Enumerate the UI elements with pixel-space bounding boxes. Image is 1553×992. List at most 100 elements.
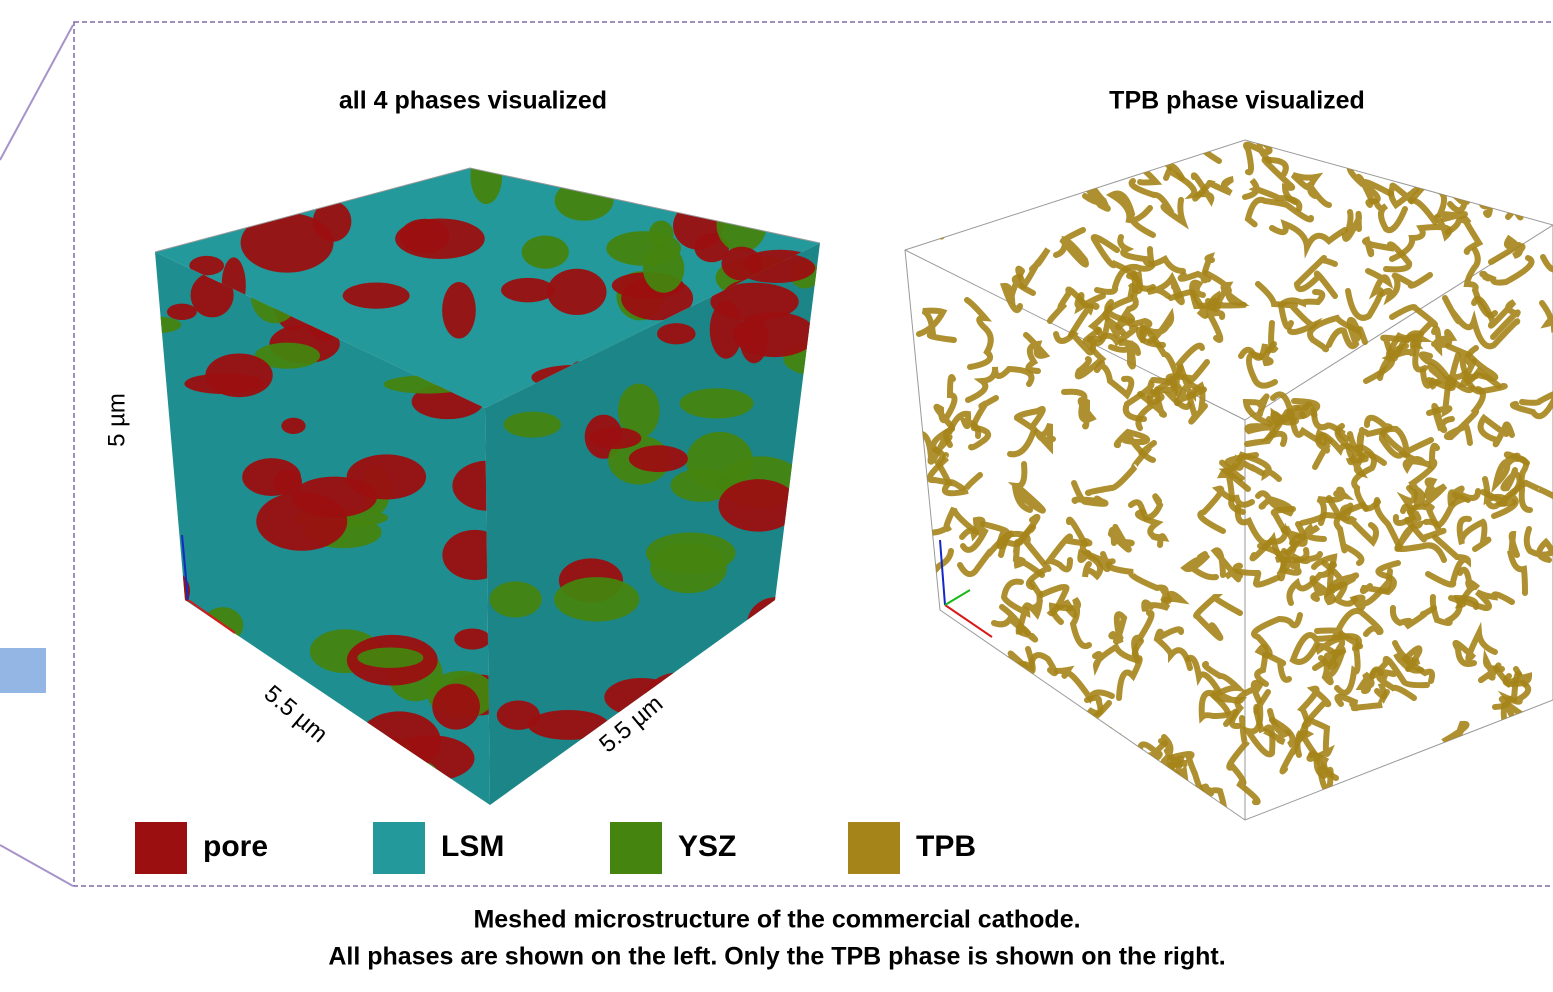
phase-blob [347,454,426,499]
phase-blob [747,597,806,651]
tpb-strand [1037,424,1054,447]
tpb-strand [1446,724,1469,762]
tpb-strand [864,751,940,788]
phase-blob [454,628,490,649]
tpb-strand [1372,799,1400,826]
zoom-line [0,845,73,886]
phase-blob [501,278,555,302]
tpb-strand [1447,389,1483,443]
tpb-strand [1067,698,1100,738]
tpb-strand [1425,480,1445,504]
tpb-strand [1111,341,1138,367]
phase-blob [755,718,846,746]
phase-blob [201,639,245,665]
tpb-strand [1145,120,1182,178]
tpb-strand [1345,212,1359,239]
phase-blob [150,570,190,612]
tpb-strand [1056,230,1086,265]
tpb-strand [985,740,1031,774]
tpb-strand [1420,147,1457,171]
phase-blob [490,581,542,617]
phase-blob [205,353,272,397]
phase-blob [680,388,754,418]
tpb-strand [1246,396,1270,424]
tpb-strand [965,142,993,176]
tpb-strand [996,157,1030,183]
phase-blob [504,412,562,438]
tpb-strand [1257,647,1289,684]
tpb-strand [1057,670,1112,698]
tpb-strand [1112,194,1153,235]
phase-blob [657,323,696,344]
tpb-strand [1157,629,1190,668]
tpb-strand [1527,529,1552,560]
dimension-label: 5 µm [103,393,130,447]
phase-blob [716,197,766,252]
tpb-strand [1111,527,1132,550]
tpb-strand [1015,464,1043,511]
tpb-strand [1196,597,1240,638]
phase-blob [719,479,799,531]
tpb-strand [1198,786,1224,811]
tpb-strand [1461,745,1515,802]
phase-blob [629,445,688,472]
phase-blob [650,543,727,594]
tpb-strand [1050,289,1091,335]
tpb-strand [1205,664,1238,713]
phase-blob [547,269,606,315]
mesh-cube [130,148,853,820]
tpb-strand [1448,219,1479,253]
phase-blob [432,684,480,730]
tpb-strand [1455,633,1495,664]
tpb-strand [1111,614,1124,641]
tpb-strand [985,733,1036,754]
legend-swatch [373,822,425,874]
legend-swatch [135,822,187,874]
panel-title: all 4 phases visualized [339,87,607,115]
tpb-strand [936,377,954,427]
phase-blob [281,418,305,434]
tpb-strand [1272,224,1345,247]
legend-label: LSM [441,830,504,863]
caption-line: Meshed microstructure of the commercial … [473,906,1080,934]
legend-swatch [610,822,662,874]
tpb-strand [907,678,931,703]
phase-blob [241,213,334,273]
tpb-strand [1337,502,1378,563]
tpb-strand [1460,519,1489,549]
phase-blob [783,210,851,232]
phase-blob [400,219,450,254]
tpb-strand [1084,181,1107,209]
phase-blob [408,762,443,819]
legend-swatch [848,822,900,874]
tpb-strand [1166,170,1211,200]
tpb-strand [1412,107,1444,162]
tpb-strand [1510,534,1525,593]
tpb-strand [1064,392,1092,427]
tpb-strand [1454,747,1485,798]
tpb-strand [1130,786,1159,806]
page: all 4 phases visualized TPB phase visual… [0,0,1553,992]
tpb-strand [1393,608,1434,627]
phase-blob [606,231,681,266]
zoom-line [0,25,73,160]
phase-blob [167,304,197,320]
phase-blob [706,762,780,805]
tpb-strand [1168,114,1219,161]
phase-blob [343,282,410,308]
tpb-strand [905,189,956,214]
phase-blob [497,701,540,730]
tpb-strand [1063,790,1091,814]
phase-blob [583,163,655,200]
legend-label: YSZ [678,830,736,863]
tpb-strand [1035,720,1070,769]
phase-blob [172,155,239,181]
tpb-strand [1022,134,1067,178]
phase-blob [733,312,816,357]
tpb-strand [1482,140,1513,198]
phase-blob [369,736,405,761]
tpb-strand [1136,743,1165,769]
figure: all 4 phases visualized TPB phase visual… [0,0,1553,992]
phase-blob [687,741,771,765]
legend-label: TPB [916,830,976,863]
